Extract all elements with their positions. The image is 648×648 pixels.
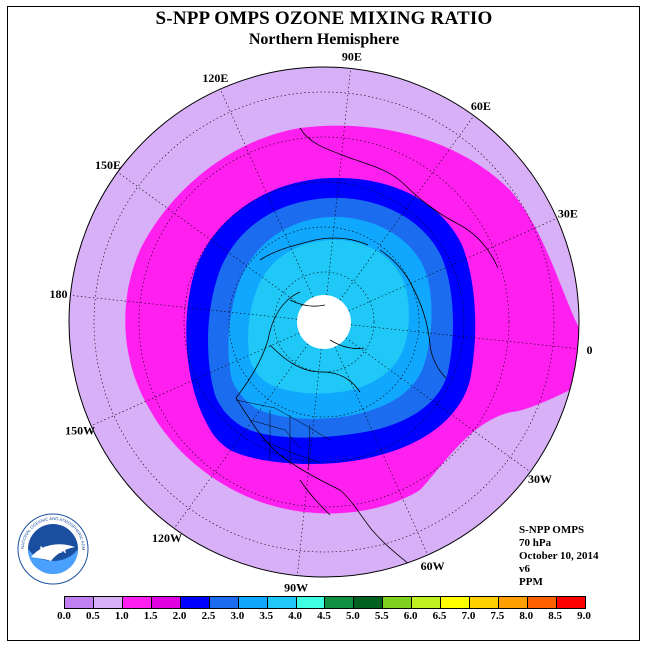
longitude-label: 120E <box>202 71 228 85</box>
info-version: v6 <box>519 563 530 575</box>
colorbar-swatch <box>325 597 355 608</box>
latitude-circle <box>93 91 555 553</box>
colorbar-tick-label: 9.0 <box>577 610 591 622</box>
colorbar-tick-label: 2.5 <box>201 610 216 622</box>
colorbar-swatch <box>93 597 123 608</box>
colorbar-tick-label: 4.5 <box>317 610 331 622</box>
logo-text: NOAA <box>40 545 67 555</box>
colorbar-tick-label: 3.0 <box>230 610 245 622</box>
longitude-label: 60E <box>471 99 491 113</box>
colorbar-swatch <box>180 597 210 608</box>
longitude-label: 150W <box>65 424 95 438</box>
longitude-label: 90E <box>342 49 362 63</box>
colorbar-tick-label: 0.5 <box>86 610 100 622</box>
ozone-field <box>69 67 579 577</box>
colorbar-swatch <box>151 597 181 608</box>
longitude-label: 90W <box>284 581 308 595</box>
latitude-circle <box>228 226 420 418</box>
info-instrument: S-NPP OMPS <box>519 524 585 536</box>
longitude-label: 0 <box>587 343 593 357</box>
coastlines <box>235 127 499 566</box>
colorbar-tick-label: 7.5 <box>490 610 505 622</box>
info-date: October 10, 2014 <box>519 550 599 562</box>
colorbar-swatch <box>499 597 528 608</box>
longitude-label: 60W <box>421 559 445 573</box>
colorbar-tick-label: 8.0 <box>519 610 534 622</box>
colorbar-tick-label: 0.0 <box>57 610 71 622</box>
map-title: S-NPP OMPS OZONE MIXING RATIO <box>155 8 493 29</box>
colorbar <box>64 596 586 609</box>
colorbar-tick-label: 1.0 <box>114 610 129 622</box>
latitude-circle <box>273 271 375 373</box>
colorbar-swatch <box>383 597 413 608</box>
colorbar-tick-label: 1.5 <box>143 610 158 622</box>
colorbar-swatch <box>267 597 297 608</box>
figure-frame <box>7 6 640 641</box>
colorbar-swatch <box>65 597 94 608</box>
latitude-circle <box>138 136 510 508</box>
colorbar-swatch <box>122 597 152 608</box>
info-level: 70 hPa <box>519 537 552 549</box>
colorbar-tick-label: 4.0 <box>288 610 302 622</box>
colorbar-swatch <box>354 597 384 608</box>
latitude-circle <box>183 181 465 463</box>
colorbar-swatch <box>238 597 268 608</box>
longitude-labels: 90E 60E 30E 0 30W 60W 90W 120W 150W 180 150E 120E <box>49 49 592 594</box>
map-subtitle: Northern Hemisphere <box>248 31 400 48</box>
noaa-logo-icon: NOAA NATIONAL OCEANIC AND ATMOSPHERIC AD… <box>17 513 89 585</box>
product-info: S-NPP OMPS 70 hPa October 10, 2014 v6 PP… <box>519 524 599 589</box>
us-state-boundaries <box>235 399 331 471</box>
longitude-label: 120W <box>152 531 182 545</box>
colorbar-tick-label: 3.5 <box>259 610 274 622</box>
colorbar-swatch <box>209 597 239 608</box>
longitude-label: 30E <box>558 206 578 220</box>
colorbar-swatch <box>556 597 585 608</box>
longitude-label: 30W <box>528 472 552 486</box>
longitude-label: 180 <box>49 287 67 301</box>
colorbar-swatch <box>470 597 500 608</box>
colorbar-tick-label: 8.5 <box>548 610 562 622</box>
info-units: PPM <box>519 576 543 588</box>
colorbar-ticks: 0.0 0.5 1.0 1.5 2.0 2.5 3.0 3.5 4.0 4.5 5.0 5.5 6.0 6… <box>50 610 610 624</box>
longitude-label: 150E <box>95 158 121 172</box>
polar-data-gap <box>297 295 351 349</box>
graticule <box>70 68 578 576</box>
colorbar-swatch <box>412 597 442 608</box>
colorbar-tick-label: 6.5 <box>432 610 447 622</box>
colorbar-tick-label: 5.0 <box>346 610 360 622</box>
colorbar-tick-label: 6.0 <box>403 610 418 622</box>
colorbar-swatch <box>296 597 326 608</box>
colorbar-tick-label: 5.5 <box>374 610 389 622</box>
colorbar-tick-label: 7.0 <box>461 610 476 622</box>
colorbar-swatch <box>441 597 471 608</box>
colorbar-swatch <box>528 597 557 608</box>
colorbar-tick-label: 2.0 <box>172 610 187 622</box>
map-boundary <box>68 66 580 578</box>
